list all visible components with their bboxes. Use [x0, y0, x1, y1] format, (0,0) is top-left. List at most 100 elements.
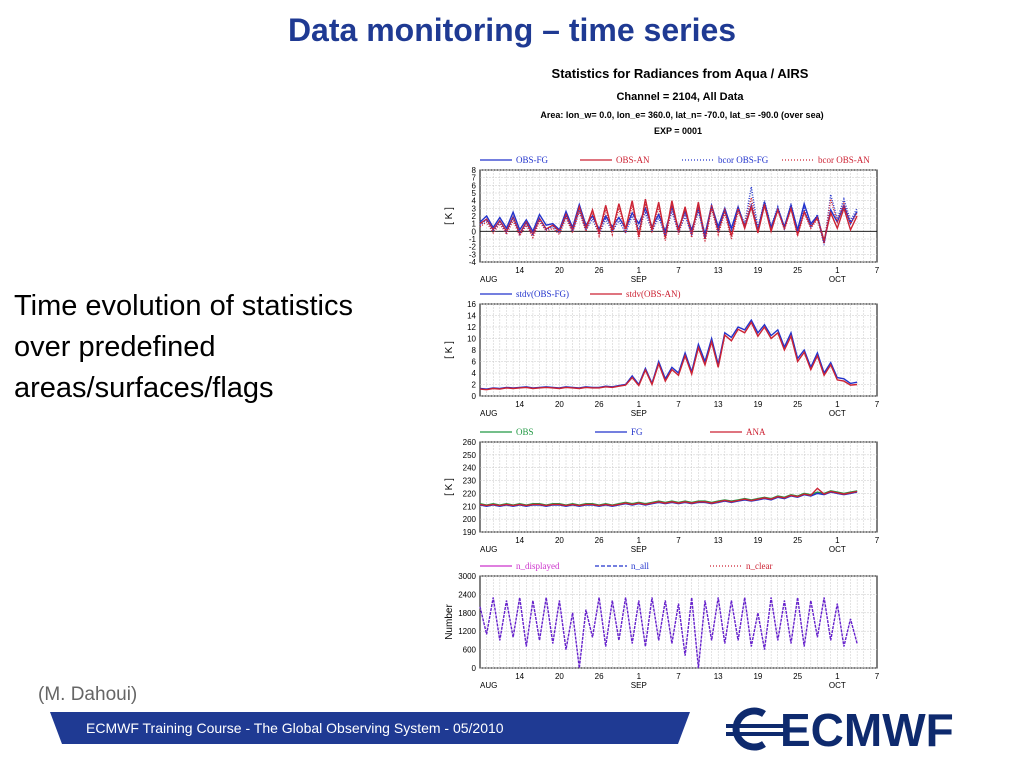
x-tick-label: 20: [555, 536, 564, 545]
series-line: [479, 186, 858, 246]
author-credit: (M. Dahoui): [38, 684, 138, 705]
x-tick-label: 14: [515, 672, 524, 681]
y-tick-label: 220: [463, 489, 477, 498]
x-tick-label: 7: [676, 400, 681, 409]
x-tick-label: 26: [595, 400, 604, 409]
ecmwf-logo-mark: [732, 707, 766, 751]
y-tick-label: 10: [467, 335, 476, 344]
x-tick-label: 7: [875, 266, 880, 275]
y-tick-label: 5: [472, 189, 477, 198]
y-tick-label: 190: [463, 528, 477, 537]
x-tick-label: 26: [595, 536, 604, 545]
footer-text: ECMWF Training Course - The Global Obser…: [86, 720, 504, 736]
x-month-label: AUG: [480, 681, 497, 690]
x-tick-label: 7: [676, 672, 681, 681]
y-tick-label: 250: [463, 451, 477, 460]
y-tick-label: 0: [472, 392, 477, 401]
y-tick-label: 4: [472, 369, 477, 378]
y-tick-label: -3: [469, 250, 477, 259]
figure-header-line3: Area: lon_w= 0.0, lon_e= 360.0, lat_n= -…: [540, 110, 823, 120]
figure: Statistics for Radiances from Aqua / AIR…: [444, 66, 880, 690]
y-tick-label: -4: [469, 258, 477, 267]
x-tick-label: 1: [637, 672, 642, 681]
y-axis-label: [ K ]: [444, 478, 455, 496]
slide-title: Data monitoring – time series: [287, 12, 737, 48]
x-month-label: OCT: [829, 545, 846, 554]
x-tick-label: 14: [515, 266, 524, 275]
x-tick-label: 14: [515, 400, 524, 409]
y-tick-label: 12: [467, 323, 476, 332]
x-month-label: SEP: [631, 409, 647, 418]
y-tick-label: 2: [472, 212, 477, 221]
slide-bullet-text: Time evolution of statistics over predef…: [14, 290, 353, 404]
panel-1: OBS-FG OBS-AN bcor OBS-FG bcor OBS-AN -4-3-2…: [444, 155, 880, 284]
figure-header-line2: Channel = 2104, All Data: [616, 91, 744, 103]
legend-label: OBS: [516, 427, 534, 437]
panel-3: OBS FG ANA 190 200 210 220 230 240 250 260 [ K ] 14 2…: [444, 427, 880, 554]
x-tick-label: 25: [793, 266, 802, 275]
y-tick-label: 14: [467, 312, 476, 321]
y-tick-label: 260: [463, 438, 477, 447]
x-month-label: AUG: [480, 409, 497, 418]
footer-band: [50, 712, 690, 744]
x-tick-label: 1: [835, 536, 840, 545]
logo-text: ECMWF: [780, 704, 954, 754]
y-tick-label: 8: [472, 346, 477, 355]
x-tick-label: 7: [676, 266, 681, 275]
x-tick-label: 25: [793, 536, 802, 545]
y-axis-label: [ K ]: [444, 341, 455, 359]
y-tick-label: 6: [472, 358, 477, 367]
x-month-label: OCT: [829, 681, 846, 690]
x-month-label: SEP: [631, 275, 647, 284]
x-month-label: OCT: [829, 409, 846, 418]
x-tick-label: 14: [515, 536, 524, 545]
legend-label: stdv(OBS-AN): [626, 289, 681, 299]
x-tick-label: 25: [793, 400, 802, 409]
figure-header-line4: EXP = 0001: [654, 126, 702, 136]
y-tick-label: 2: [472, 381, 477, 390]
x-month-label: SEP: [631, 681, 647, 690]
ecmwf-logo: ECMWF: [726, 704, 954, 754]
legend-label: OBS-FG: [516, 155, 549, 165]
y-tick-label: 0: [472, 664, 477, 673]
legend-label: ANA: [746, 427, 766, 437]
y-tick-label: 6: [472, 181, 477, 190]
x-tick-label: 1: [835, 400, 840, 409]
x-tick-label: 13: [714, 400, 723, 409]
y-axis-label: Number: [444, 604, 455, 640]
x-tick-label: 19: [753, 536, 762, 545]
x-tick-label: 20: [555, 266, 564, 275]
x-tick-label: 7: [875, 536, 880, 545]
x-month-label: AUG: [480, 545, 497, 554]
y-tick-label: 3000: [458, 572, 476, 581]
legend-label: OBS-AN: [616, 155, 650, 165]
series-line: [479, 320, 858, 391]
y-tick-label: 7: [472, 174, 477, 183]
y-tick-label: 0: [472, 227, 477, 236]
x-tick-label: 25: [793, 672, 802, 681]
x-month-label: AUG: [480, 275, 497, 284]
x-tick-label: 19: [753, 266, 762, 275]
panel-4: n_displayed n_all n_clear 0 600 1200 1800 2400 3…: [444, 561, 880, 690]
legend-label: n_clear: [746, 561, 772, 571]
y-axis-label: [ K ]: [444, 207, 455, 225]
y-tick-label: 1: [472, 220, 477, 229]
y-tick-label: 4: [472, 197, 477, 206]
y-tick-label: 1800: [458, 609, 476, 618]
y-tick-label: 2400: [458, 590, 476, 599]
series-line: [479, 197, 858, 244]
x-tick-label: 1: [637, 400, 642, 409]
legend-label: n_displayed: [516, 561, 560, 571]
x-tick-label: 7: [676, 536, 681, 545]
x-tick-label: 7: [875, 400, 880, 409]
x-tick-label: 13: [714, 536, 723, 545]
x-tick-label: 26: [595, 672, 604, 681]
x-month-label: SEP: [631, 545, 647, 554]
x-tick-label: 19: [753, 672, 762, 681]
x-tick-label: 20: [555, 400, 564, 409]
y-tick-label: 1200: [458, 627, 476, 636]
legend-label: n_all: [631, 561, 649, 571]
legend-label: FG: [631, 427, 643, 437]
x-tick-label: 13: [714, 672, 723, 681]
y-tick-label: 200: [463, 515, 477, 524]
